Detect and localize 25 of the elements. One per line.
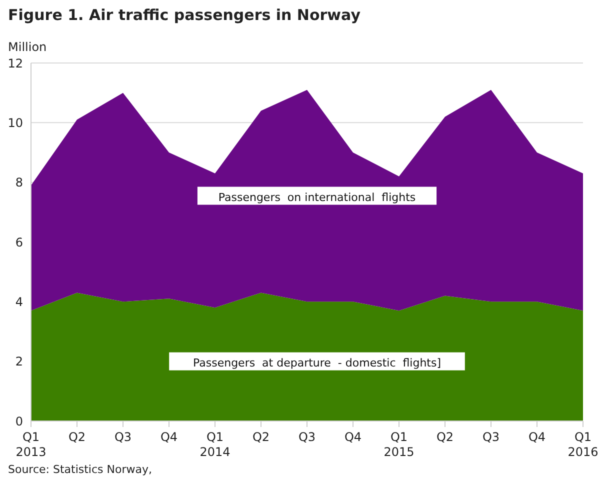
y-tick-label: 2 — [15, 354, 23, 369]
x-tick-label: Q4 — [160, 430, 178, 444]
source-note: Source: Statistics Norway, — [8, 463, 153, 476]
x-tick-label: Q1 2015 — [384, 430, 414, 459]
chart-title: Figure 1. Air traffic passengers in Norway — [8, 6, 362, 26]
y-tick-label: 12 — [8, 56, 23, 70]
x-tick-label: Q4 — [344, 430, 362, 444]
y-tick-label: 6 — [15, 235, 23, 250]
x-tick-label: Q3 — [298, 430, 316, 444]
x-tick-label: Q3 — [482, 430, 500, 444]
x-tick-label: Q4 — [528, 430, 546, 444]
x-tick-label: Q1 2014 — [200, 430, 230, 459]
x-tick-label: Q2 — [436, 430, 454, 444]
x-tick-label: Q3 — [114, 430, 132, 444]
x-tick-label: Q1 2016 — [568, 430, 598, 459]
x-tick-label: Q1 2013 — [16, 430, 46, 459]
y-axis-title: Million — [8, 40, 48, 56]
series-label: Passengers on international flights — [218, 190, 416, 204]
y-tick-label: 4 — [15, 294, 23, 309]
y-tick-label: 10 — [8, 116, 23, 130]
y-tick-label: 8 — [15, 176, 23, 190]
x-tick-label: Q2 — [68, 430, 86, 444]
series-label: Passengers at departure - domestic flights] — [192, 356, 442, 370]
x-tick-label: Q2 — [252, 430, 270, 444]
y-tick-label: 0 — [15, 414, 23, 428]
